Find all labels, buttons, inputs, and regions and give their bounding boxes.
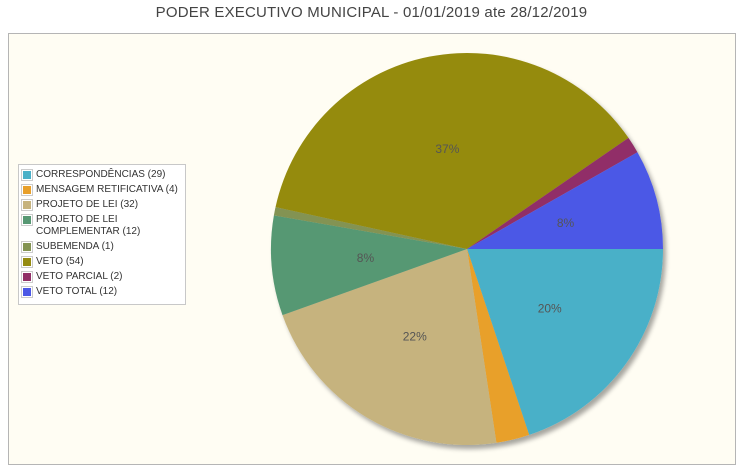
- legend-label: VETO (54): [36, 256, 84, 267]
- pie-slice[interactable]: [282, 249, 497, 445]
- legend-label: CORRESPONDÊNCIAS (29): [36, 169, 166, 180]
- legend-item[interactable]: VETO PARCIAL (2): [21, 271, 182, 283]
- legend-swatch: [21, 184, 33, 196]
- pie-slice[interactable]: [467, 249, 530, 443]
- legend-item[interactable]: SUBEMENDA (1): [21, 241, 182, 253]
- slice-percent-label: 8%: [557, 216, 575, 230]
- legend-label: PROJETO DE LEI COMPLEMENTAR (12): [36, 214, 141, 237]
- legend-item[interactable]: VETO TOTAL (12): [21, 286, 182, 298]
- legend-swatch: [21, 271, 33, 283]
- legend-item[interactable]: CORRESPONDÊNCIAS (29): [21, 169, 182, 181]
- legend-swatch: [21, 199, 33, 211]
- pie-slice[interactable]: [467, 152, 663, 249]
- pie-slice[interactable]: [273, 207, 467, 249]
- legend-item[interactable]: MENSAGEM RETIFICATIVA (4): [21, 184, 182, 196]
- legend-label: SUBEMENDA (1): [36, 241, 114, 252]
- pie-slice[interactable]: [275, 53, 629, 249]
- pie-slice[interactable]: [467, 249, 663, 435]
- legend-item[interactable]: VETO (54): [21, 256, 182, 268]
- legend-swatch: [21, 169, 33, 181]
- legend: CORRESPONDÊNCIAS (29) MENSAGEM RETIFICATI…: [18, 164, 186, 305]
- legend-swatch: [21, 241, 33, 253]
- legend-label: VETO PARCIAL (2): [36, 271, 123, 282]
- legend-label: VETO TOTAL (12): [36, 286, 118, 297]
- pie-slice[interactable]: [467, 137, 638, 249]
- slice-percent-label: 37%: [435, 142, 459, 156]
- legend-item[interactable]: PROJETO DE LEI COMPLEMENTAR (12): [21, 214, 182, 238]
- slice-percent-label: 22%: [403, 330, 427, 344]
- legend-swatch: [21, 214, 33, 226]
- slice-percent-label: 20%: [538, 302, 562, 316]
- pie-slice[interactable]: [271, 215, 467, 316]
- legend-label: MENSAGEM RETIFICATIVA (4): [36, 184, 178, 195]
- legend-swatch: [21, 286, 33, 298]
- legend-item[interactable]: PROJETO DE LEI (32): [21, 199, 182, 211]
- chart-title: PODER EXECUTIVO MUNICIPAL - 01/01/2019 a…: [155, 4, 588, 21]
- slice-percent-label: 8%: [357, 251, 375, 265]
- legend-swatch: [21, 256, 33, 268]
- legend-label: PROJETO DE LEI (32): [36, 199, 139, 210]
